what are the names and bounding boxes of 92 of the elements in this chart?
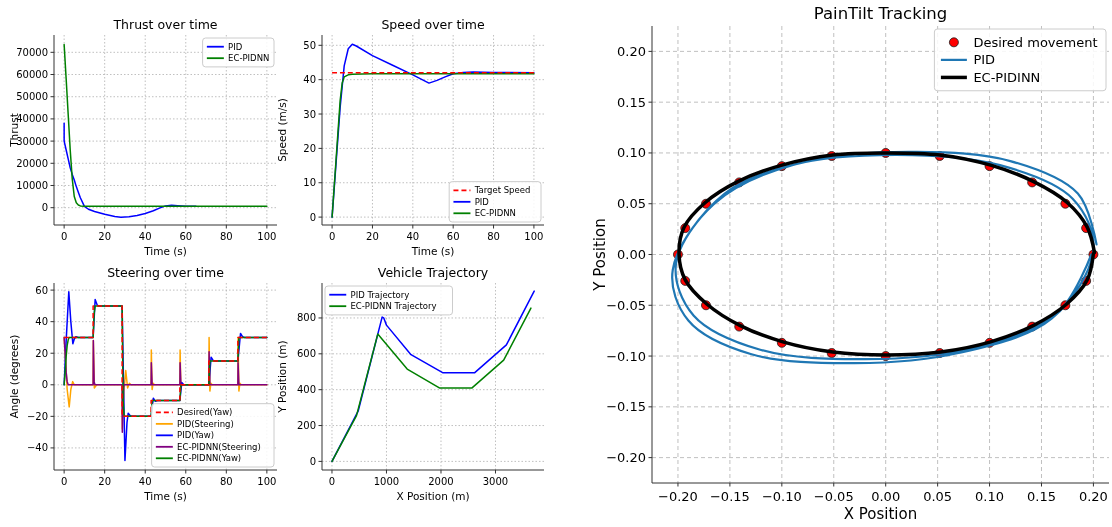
x-tick-label: 60 bbox=[179, 476, 193, 487]
y-tick-label: 40 bbox=[35, 316, 48, 328]
legend-label: Desired movement bbox=[973, 34, 1098, 50]
x-tick-label: 20 bbox=[98, 476, 112, 487]
y-tick-label: 0.00 bbox=[617, 247, 646, 263]
x-tick-label: 100 bbox=[257, 476, 277, 487]
x-tick-label: 20 bbox=[98, 231, 112, 242]
x-tick-label: 0.20 bbox=[1078, 489, 1108, 504]
x-tick-label: 80 bbox=[487, 231, 500, 242]
y-tick-label: −0.15 bbox=[606, 399, 646, 415]
legend-label: EC-PIDNN(Steering) bbox=[177, 441, 261, 452]
y-tick-label: 0.10 bbox=[617, 145, 646, 161]
y-tick-label: 20000 bbox=[16, 157, 48, 169]
legend-label: EC-PIDNN(Yaw) bbox=[177, 453, 242, 464]
x-tick-label: 0.15 bbox=[1027, 489, 1056, 504]
chart-title: Thrust over time bbox=[112, 17, 218, 33]
y-tick-label: 0 bbox=[41, 202, 48, 214]
y-tick-label: 0 bbox=[309, 455, 316, 467]
legend-label: EC-PIDNN Trajectory bbox=[350, 301, 437, 312]
x-tick-label: −0.10 bbox=[761, 489, 802, 504]
legend-label: Desired(Yaw) bbox=[177, 407, 233, 418]
y-axis-title: Speed (m/s) bbox=[276, 98, 288, 162]
x-tick-label: 80 bbox=[219, 231, 233, 242]
x-axis-title: X Position (m) bbox=[396, 490, 470, 502]
y-tick-label: 20 bbox=[303, 142, 316, 154]
y-tick-label: −0.20 bbox=[606, 450, 646, 466]
y-tick-label: 50000 bbox=[16, 91, 48, 103]
y-tick-label: 30 bbox=[303, 108, 316, 120]
y-tick-label: −20 bbox=[26, 410, 48, 422]
y-tick-label: 60 bbox=[35, 284, 48, 296]
x-tick-label: −0.15 bbox=[709, 489, 750, 504]
x-axis-title: Time (s) bbox=[143, 245, 187, 257]
legend-label: PID Trajectory bbox=[350, 289, 410, 300]
x-tick-label: 40 bbox=[138, 476, 152, 487]
x-tick-label: 1000 bbox=[373, 476, 400, 487]
x-tick-label: 100 bbox=[257, 231, 277, 242]
x-tick-label: 60 bbox=[179, 231, 193, 242]
x-tick-label: 0 bbox=[60, 476, 68, 487]
x-tick-label: 0 bbox=[60, 231, 68, 242]
y-tick-label: 800 bbox=[296, 312, 316, 324]
y-tick-label: 400 bbox=[296, 384, 316, 396]
x-tick-label: −0.20 bbox=[658, 489, 698, 504]
y-tick-label: 40 bbox=[303, 74, 316, 86]
x-axis-title: X Position bbox=[843, 505, 918, 523]
x-tick-label: 0 bbox=[328, 476, 336, 487]
legend-label: PID bbox=[474, 196, 490, 207]
y-tick-label: 20 bbox=[35, 347, 48, 359]
y-axis-title: Y Position bbox=[591, 218, 610, 292]
chart-title: Steering over time bbox=[107, 265, 225, 281]
legend-label: EC-PIDNN bbox=[228, 53, 270, 64]
x-tick-label: 0.10 bbox=[975, 489, 1005, 504]
chart-title: Vehicle Trajectory bbox=[377, 265, 489, 281]
x-tick-label: −0.05 bbox=[813, 489, 854, 504]
y-axis-title: Y Position (m) bbox=[276, 340, 288, 414]
y-tick-label: 10 bbox=[303, 177, 316, 189]
legend-label: EC-PIDNN bbox=[474, 208, 516, 219]
x-tick-label: 40 bbox=[138, 231, 152, 242]
y-tick-label: 0.20 bbox=[617, 43, 646, 59]
x-tick-label: 20 bbox=[366, 231, 379, 242]
x-tick-label: 2000 bbox=[428, 476, 454, 487]
y-tick-label: 0 bbox=[309, 211, 316, 223]
x-tick-label: 0 bbox=[328, 231, 336, 242]
chart-title: Speed over time bbox=[381, 17, 485, 33]
legend-label: PID bbox=[973, 52, 996, 68]
x-tick-label: 80 bbox=[219, 476, 233, 487]
y-tick-label: 0.15 bbox=[617, 94, 646, 110]
y-tick-label: 70000 bbox=[16, 46, 48, 58]
y-tick-label: 0.05 bbox=[617, 196, 646, 212]
legend-label: PID(Steering) bbox=[177, 418, 234, 429]
x-tick-label: 0.05 bbox=[923, 489, 953, 504]
y-tick-label: −40 bbox=[26, 442, 48, 454]
y-tick-label: 200 bbox=[296, 420, 316, 432]
y-tick-label: 10000 bbox=[16, 179, 48, 191]
y-tick-label: 600 bbox=[296, 348, 316, 360]
x-axis-title: Time (s) bbox=[410, 245, 455, 257]
x-tick-label: 100 bbox=[524, 231, 544, 242]
legend-label: EC-PIDINN bbox=[973, 69, 1041, 85]
y-tick-label: 50 bbox=[303, 39, 316, 51]
chart-title: PainTilt Tracking bbox=[813, 3, 948, 23]
y-axis-title: Angle (degrees) bbox=[8, 334, 20, 419]
x-tick-label: 60 bbox=[446, 231, 460, 242]
x-tick-label: 3000 bbox=[482, 476, 509, 487]
legend-label: PID(Yaw) bbox=[177, 430, 215, 441]
y-tick-label: 0 bbox=[41, 379, 48, 391]
x-tick-label: 0.00 bbox=[871, 489, 901, 504]
x-axis-title: Time (s) bbox=[143, 490, 187, 502]
legend-label: Target Speed bbox=[473, 185, 531, 196]
y-tick-label: −0.10 bbox=[606, 348, 646, 364]
x-tick-label: 40 bbox=[406, 231, 420, 242]
y-tick-label: −0.05 bbox=[606, 297, 646, 313]
legend-label: PID bbox=[228, 41, 243, 52]
y-tick-label: 60000 bbox=[16, 69, 48, 81]
